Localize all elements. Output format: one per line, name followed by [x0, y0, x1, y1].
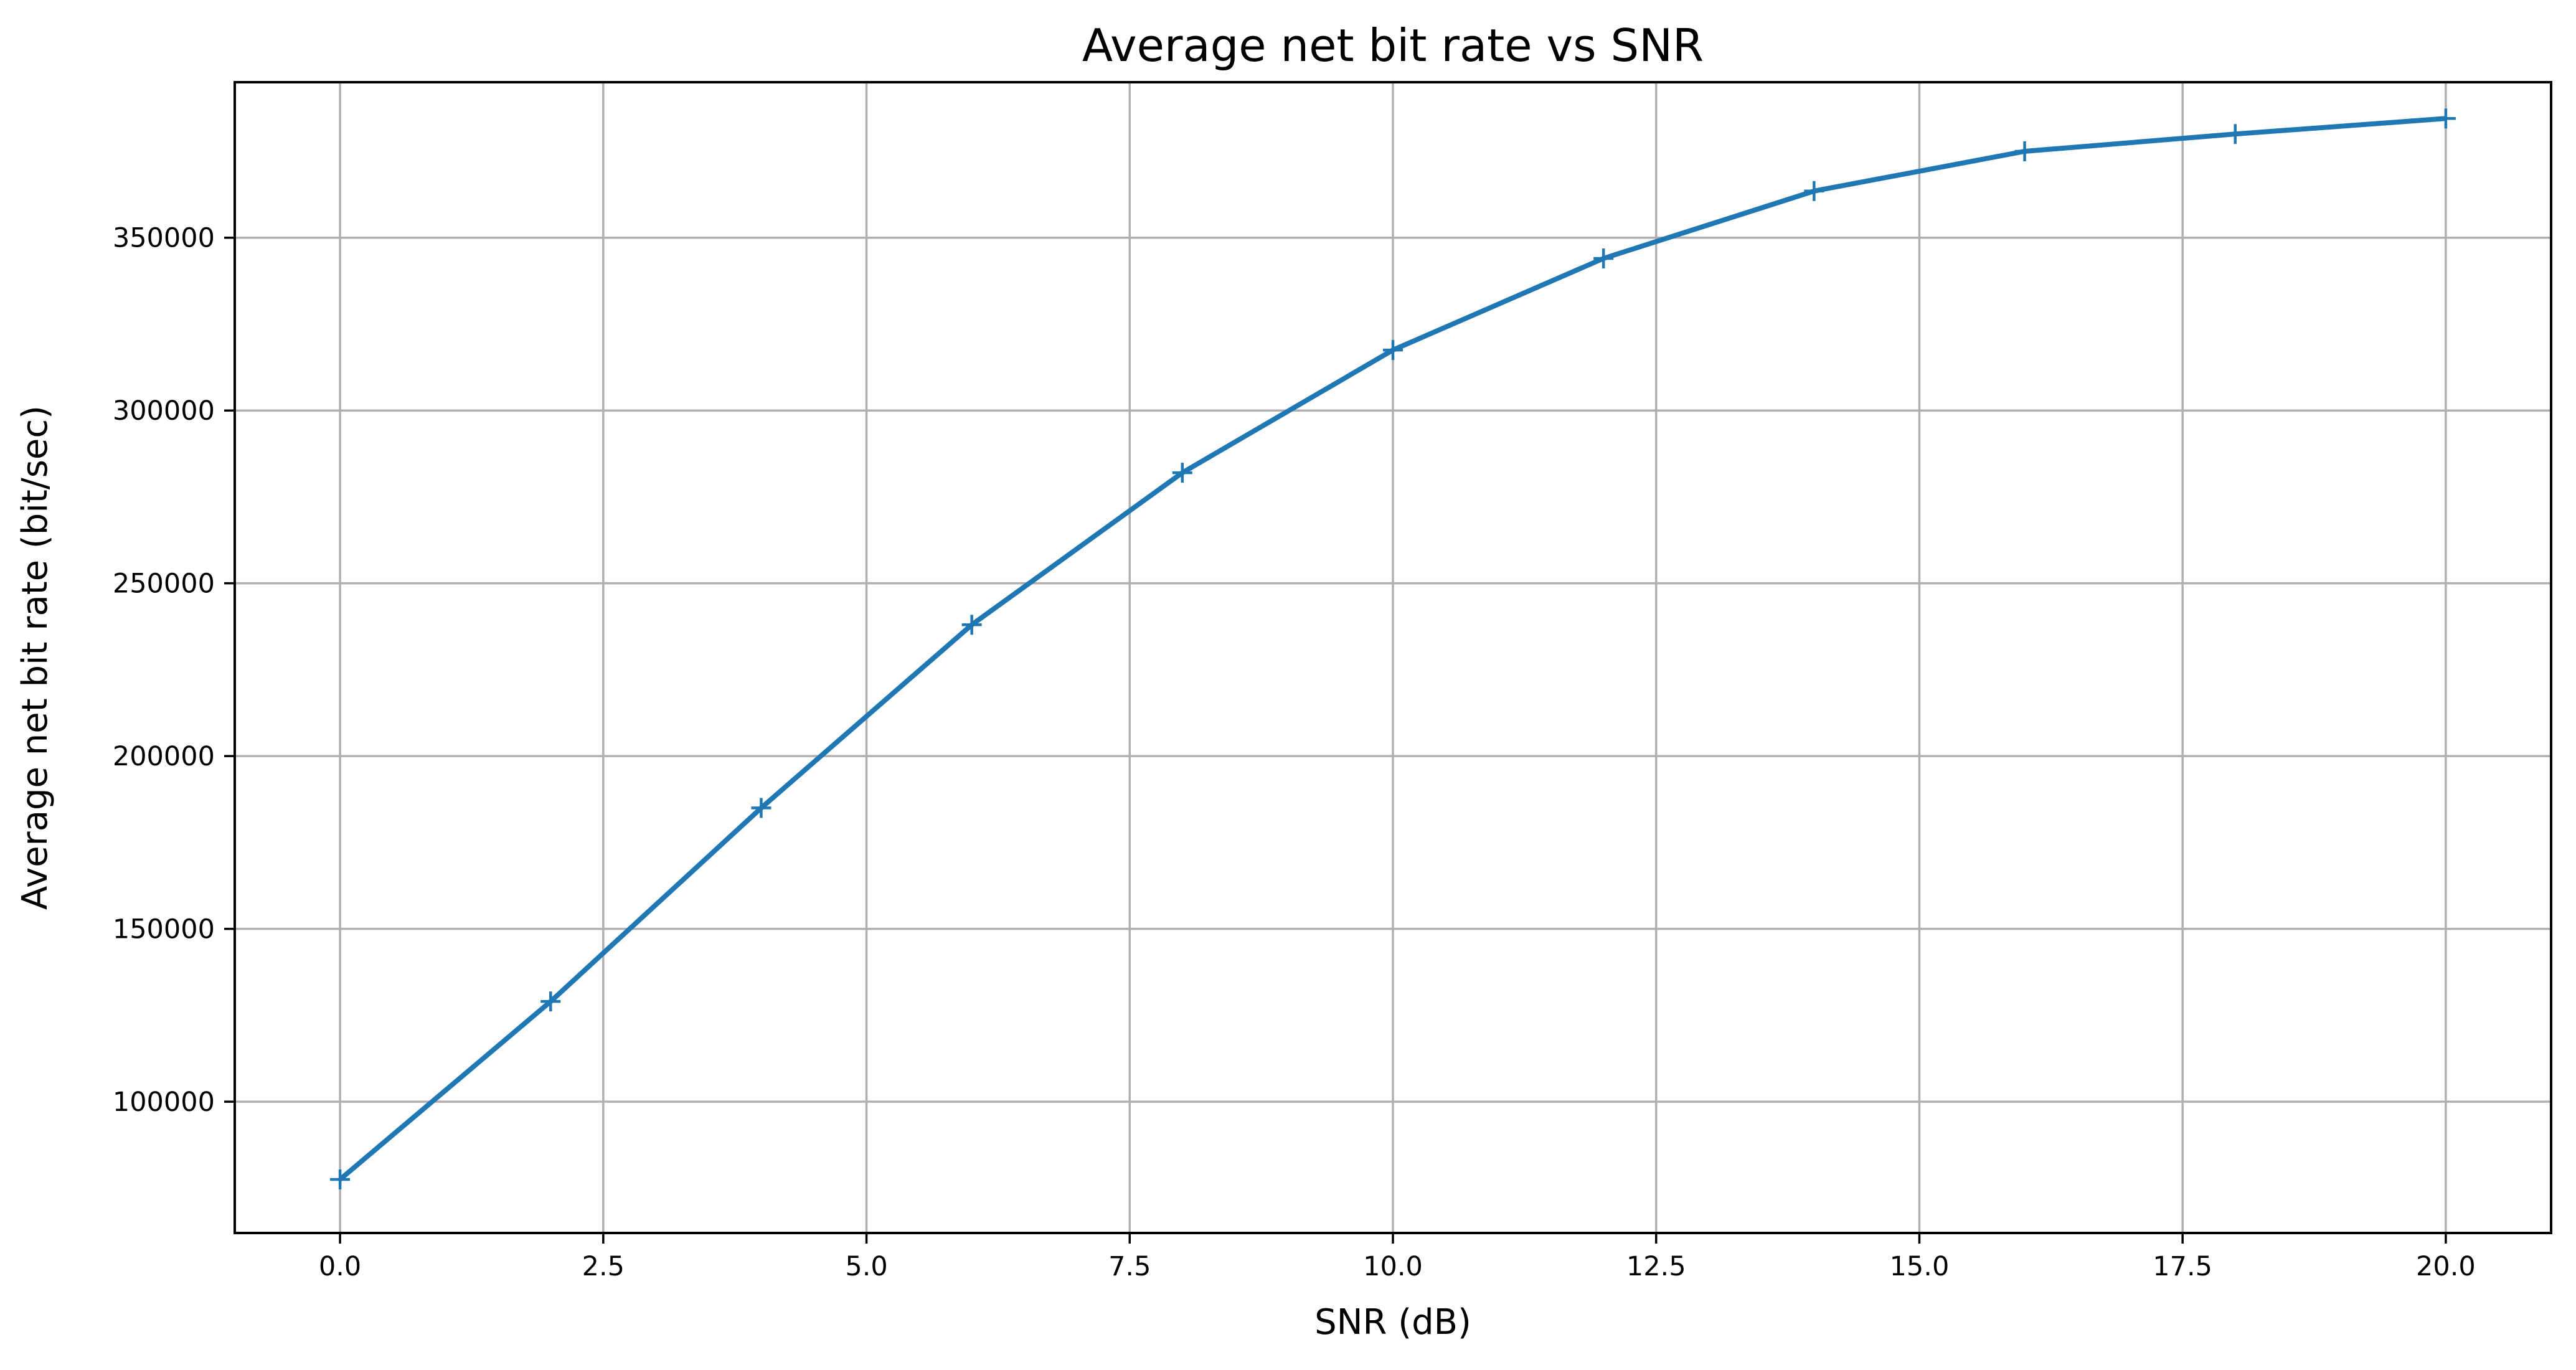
data-point-marker	[540, 991, 561, 1012]
data-point-marker	[1804, 181, 1824, 201]
x-axis-title: SNR (dB)	[1314, 1302, 1471, 1343]
data-point-marker	[2225, 124, 2245, 144]
x-tick-label: 17.5	[2153, 1251, 2212, 1282]
data-point-marker	[1172, 463, 1192, 483]
x-tick-label: 15.0	[1890, 1251, 1950, 1282]
y-tick-label: 250000	[113, 569, 215, 600]
x-tick-label: 2.5	[582, 1251, 625, 1282]
y-axis-title: Average net bit rate (bit/sec)	[15, 405, 55, 910]
data-point-marker	[2014, 141, 2035, 161]
data-point-marker	[330, 1169, 351, 1189]
x-tick-label: 12.5	[1626, 1251, 1686, 1282]
x-tick-label: 7.5	[1108, 1251, 1151, 1282]
x-tick-label: 5.0	[845, 1251, 887, 1282]
data-point-marker	[1593, 248, 1614, 269]
data-point-marker	[1383, 340, 1403, 361]
y-tick-label: 100000	[113, 1087, 215, 1118]
x-tick-label: 10.0	[1363, 1251, 1423, 1282]
x-tick-label: 0.0	[319, 1251, 361, 1282]
y-tick-label: 350000	[113, 223, 215, 254]
y-tick-label: 200000	[113, 741, 215, 772]
data-point-marker	[961, 615, 982, 635]
chart-title: Average net bit rate vs SNR	[1082, 19, 1704, 72]
x-tick-label: 20.0	[2416, 1251, 2476, 1282]
ticks: 0.0 2.5 5.0 7.5 10.0 12.5 15.0 17.5 20.0 100000 15…	[113, 223, 2476, 1282]
y-tick-label: 300000	[113, 395, 215, 427]
series-layer	[330, 108, 2456, 1189]
grid	[235, 82, 2551, 1233]
y-tick-label: 150000	[113, 914, 215, 945]
data-point-marker	[751, 798, 771, 818]
data-point-marker	[2435, 108, 2456, 129]
